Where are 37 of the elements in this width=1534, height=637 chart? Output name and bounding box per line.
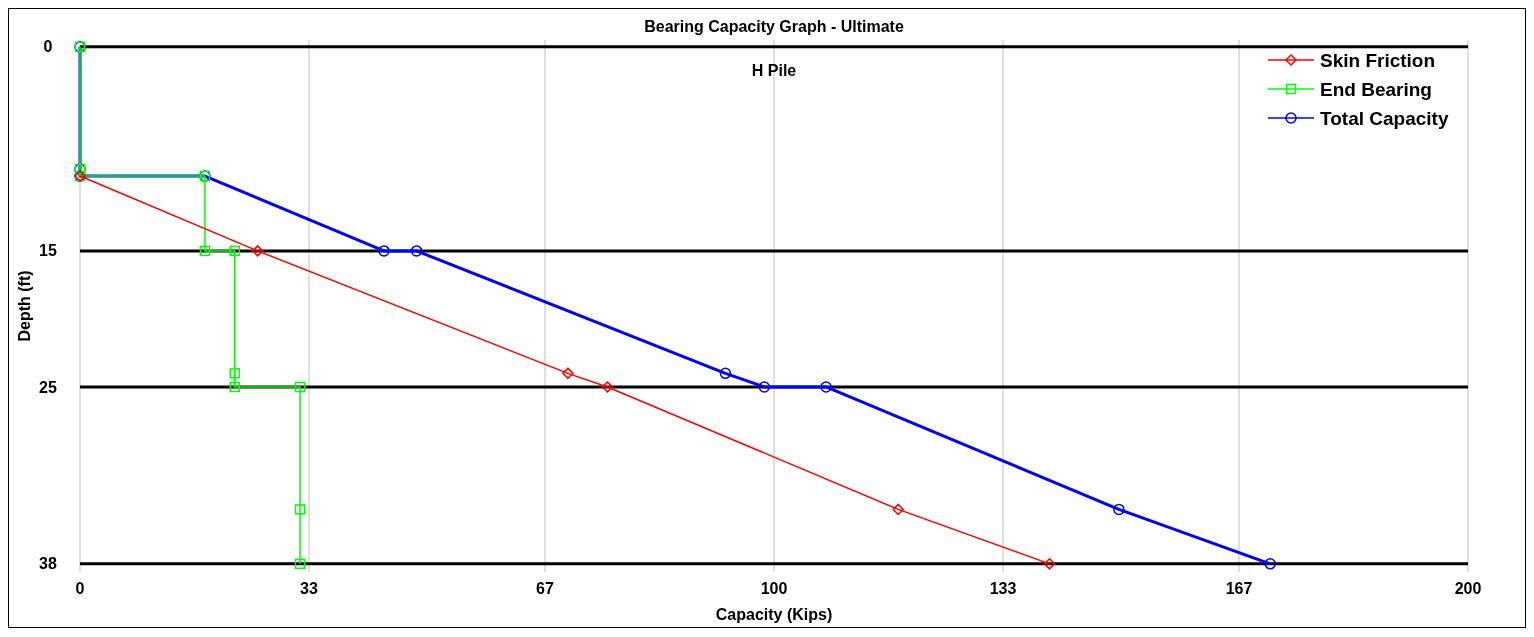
point [410, 245, 423, 257]
x-tick-label: 0 [75, 580, 85, 597]
point [294, 504, 306, 515]
point [719, 367, 732, 380]
y-tick-label: 38 [39, 555, 57, 573]
y-tick-label: 15 [39, 242, 57, 260]
point [601, 381, 614, 393]
x-tick-label: 100 [760, 580, 788, 597]
point [562, 367, 574, 380]
x-tick-label: 133 [989, 580, 1017, 597]
legend-label: Total Capacity [1320, 107, 1449, 129]
point [758, 381, 771, 393]
point [229, 368, 241, 379]
y-tick-label: 0 [43, 38, 53, 56]
x-tick-label: 167 [1225, 580, 1253, 597]
point [294, 381, 306, 393]
x-tick-label: 33 [300, 580, 319, 597]
y-tick-label: 25 [39, 378, 57, 396]
point [199, 245, 211, 257]
legend-label: Skin Friction [1320, 49, 1436, 71]
point [820, 381, 832, 393]
point [1043, 558, 1056, 570]
y-axis-title: Depth (ft) [16, 270, 33, 342]
chart-title: Bearing Capacity Graph - Ultimate [644, 18, 904, 35]
point [1113, 503, 1125, 516]
point [1264, 558, 1276, 570]
x-tick-label: 67 [536, 580, 554, 597]
point [229, 245, 241, 257]
point [294, 558, 306, 570]
point [892, 503, 904, 516]
legend-label: End Bearing [1320, 78, 1432, 100]
point [251, 245, 264, 257]
x-tick-label: 200 [1454, 580, 1482, 597]
text: H Pile [751, 62, 797, 79]
point [229, 381, 241, 393]
x-axis-title: Capacity (Kips) [715, 606, 833, 623]
point [378, 245, 390, 257]
